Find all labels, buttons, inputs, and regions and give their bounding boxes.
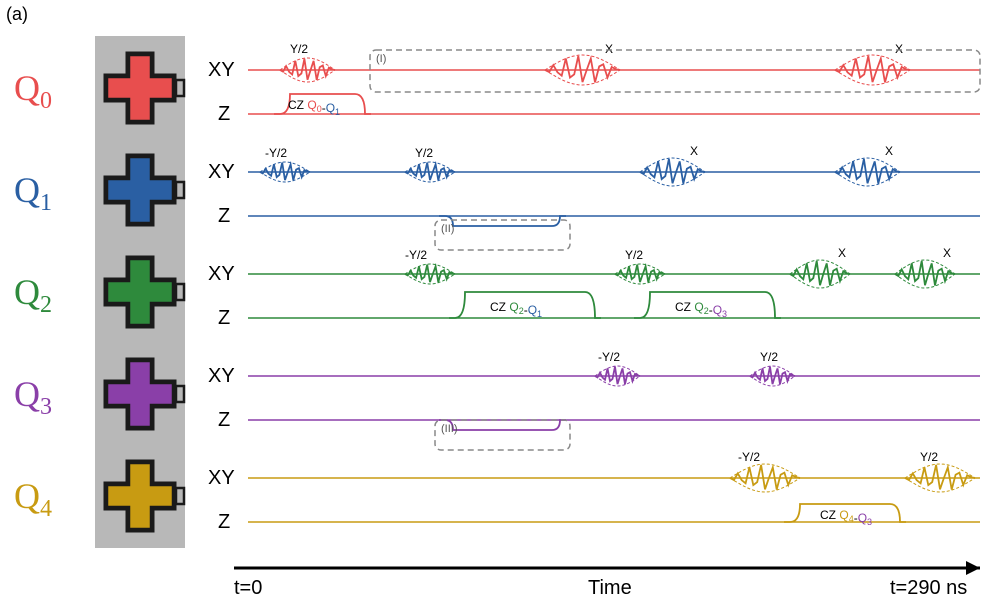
diagram-svg: (a)Q0Q1Q2Q3Q4XYZY/2XXCZ Q0-Q1XYZ-Y/2Y/2X… [0,0,1000,612]
z-label: Z [218,511,230,533]
axis-mid: Time [588,577,632,599]
pulse-envelope [835,55,910,70]
pulse-envelope [280,58,335,70]
pulse-label: Y/2 [290,42,308,56]
pulse-label: -Y/2 [738,450,760,464]
pulse-label: X [838,246,846,260]
qubit-label: Q2 [14,272,52,318]
cz-label: CZ Q2-Q1 [490,300,542,319]
pulse-label: X [690,144,698,158]
region-label: (I) [376,53,386,65]
axis-arrowhead [966,561,980,575]
qubit-label: Q1 [14,170,52,216]
pulse-label: Y/2 [415,146,433,160]
pulse-envelope [895,260,955,274]
pulse-envelope [730,464,800,478]
pulse-label: X [943,246,951,260]
xy-label: XY [208,161,235,183]
qubit-label: Q4 [14,476,52,522]
pulse-envelope [545,55,620,70]
pulse-label: Y/2 [625,248,643,262]
region-box [435,220,570,250]
qubit-label: Q3 [14,374,52,420]
axis-t0: t=0 [234,577,262,599]
pulse-label: -Y/2 [265,146,287,160]
pulse-envelope [640,158,705,172]
pulse-label: Y/2 [760,350,778,364]
pulse-label: -Y/2 [405,248,427,262]
figure-panel: (a)Q0Q1Q2Q3Q4XYZY/2XXCZ Q0-Q1XYZ-Y/2Y/2X… [0,0,1000,612]
z-label: Z [218,103,230,125]
z-label: Z [218,409,230,431]
pulse-envelope [835,158,900,172]
z-dip [439,216,566,226]
pulse-envelope [905,464,975,478]
cz-label: CZ Q2-Q3 [675,300,727,319]
xy-label: XY [208,263,235,285]
pulse-label: X [895,42,903,56]
z-label: Z [218,307,230,329]
xy-label: XY [208,365,235,387]
pulse-envelope [790,260,850,274]
qubit-label: Q0 [14,68,52,114]
pulse-label: X [605,42,613,56]
pulse-label: Y/2 [920,450,938,464]
pulse-label: -Y/2 [598,350,620,364]
xy-label: XY [208,59,235,81]
pulse-label: X [885,144,893,158]
region-label: (II) [441,223,454,235]
panel-label: (a) [6,4,28,24]
region-label: (III) [441,423,458,435]
xy-label: XY [208,467,235,489]
axis-t1: t=290 ns [890,577,967,599]
z-label: Z [218,205,230,227]
z-dip [439,420,566,430]
cz-label: CZ Q4-Q3 [820,508,872,527]
